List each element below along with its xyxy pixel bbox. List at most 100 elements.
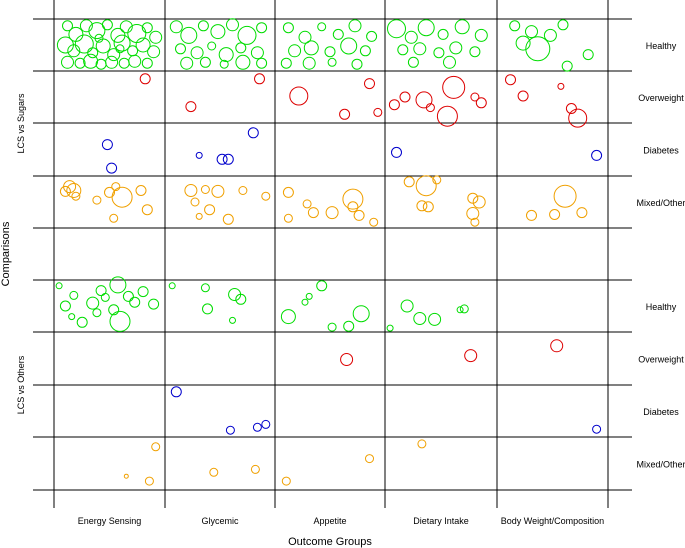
study-point-healthy bbox=[413, 42, 427, 56]
study-point-overweight bbox=[557, 82, 565, 90]
study-point-healthy bbox=[433, 47, 445, 59]
study-point-healthy bbox=[147, 45, 161, 59]
study-point-healthy bbox=[366, 30, 378, 42]
study-point-diabetes bbox=[195, 151, 203, 159]
study-point-healthy bbox=[317, 22, 327, 32]
study-point-mixed-other bbox=[209, 467, 219, 477]
study-point-healthy bbox=[280, 309, 296, 325]
study-point-mixed-other bbox=[59, 185, 71, 197]
study-point-healthy bbox=[199, 56, 211, 68]
study-point-healthy bbox=[387, 19, 406, 39]
study-point-healthy bbox=[128, 54, 142, 68]
study-point-healthy bbox=[76, 316, 88, 328]
study-point-healthy bbox=[55, 282, 63, 290]
study-point-diabetes bbox=[252, 422, 262, 432]
study-point-healthy bbox=[250, 46, 264, 60]
study-point-healthy bbox=[92, 308, 102, 318]
study-point-overweight bbox=[399, 91, 411, 103]
study-point-mixed-other bbox=[466, 207, 480, 220]
study-point-mixed-other bbox=[141, 204, 153, 216]
study-point-healthy bbox=[561, 60, 573, 72]
study-point-overweight bbox=[470, 92, 480, 102]
study-point-overweight bbox=[185, 101, 197, 113]
column-label: Appetite bbox=[313, 516, 346, 526]
study-point-healthy bbox=[327, 57, 337, 67]
study-point-mixed-other bbox=[472, 195, 486, 209]
study-point-overweight bbox=[373, 107, 383, 117]
column-label: Energy Sensing bbox=[78, 516, 142, 526]
study-point-healthy bbox=[180, 26, 198, 44]
study-point-healthy bbox=[62, 20, 73, 32]
study-point-mixed-other bbox=[200, 185, 210, 194]
study-point-mixed-other bbox=[144, 476, 154, 486]
study-point-healthy bbox=[324, 46, 336, 58]
study-point-healthy bbox=[200, 283, 210, 293]
study-point-healthy bbox=[149, 30, 163, 44]
study-point-mixed-other bbox=[422, 201, 434, 213]
study-point-healthy bbox=[235, 54, 251, 70]
study-point-healthy bbox=[169, 20, 183, 34]
study-point-mixed-other bbox=[250, 464, 260, 474]
study-point-healthy bbox=[515, 35, 531, 51]
study-point-healthy bbox=[107, 48, 121, 62]
study-point-healthy bbox=[113, 34, 131, 52]
study-point-healthy bbox=[428, 312, 442, 326]
study-point-overweight bbox=[568, 108, 588, 128]
study-point-healthy bbox=[175, 43, 186, 55]
study-point-mixed-other bbox=[92, 195, 102, 205]
study-point-diabetes bbox=[222, 153, 234, 165]
study-point-healthy bbox=[413, 312, 427, 325]
study-point-diabetes bbox=[391, 146, 402, 158]
study-point-mixed-other bbox=[416, 200, 428, 212]
study-point-mixed-other bbox=[111, 182, 121, 192]
study-point-healthy bbox=[119, 20, 133, 34]
study-point-healthy bbox=[141, 22, 153, 34]
study-point-overweight bbox=[415, 91, 433, 109]
study-point-diabetes bbox=[101, 139, 113, 151]
study-point-overweight bbox=[464, 349, 478, 363]
study-point-mixed-other bbox=[135, 185, 147, 196]
study-point-healthy bbox=[288, 44, 302, 58]
study-point-diabetes bbox=[170, 386, 182, 398]
study-point-healthy bbox=[108, 304, 120, 316]
row-label: Healthy bbox=[646, 41, 677, 51]
column-labels: Energy Sensing Glycemic Appetite Dietary In… bbox=[78, 516, 604, 526]
study-point-healthy bbox=[543, 28, 557, 42]
study-point-healthy bbox=[557, 19, 569, 31]
study-point-healthy bbox=[332, 28, 344, 40]
study-point-overweight bbox=[517, 90, 529, 102]
study-point-healthy bbox=[207, 41, 217, 51]
column-label: Body Weight/Composition bbox=[501, 516, 604, 526]
study-point-healthy bbox=[226, 18, 239, 32]
study-point-healthy bbox=[386, 324, 394, 332]
study-point-healthy bbox=[348, 19, 362, 33]
study-point-healthy bbox=[67, 44, 81, 58]
study-point-mixed-other bbox=[526, 209, 537, 221]
study-point-overweight bbox=[254, 73, 265, 85]
study-point-healthy bbox=[180, 56, 194, 70]
study-point-overweight bbox=[505, 74, 516, 86]
study-point-mixed-other bbox=[365, 454, 374, 464]
study-point-diabetes bbox=[106, 162, 118, 174]
study-point-healthy bbox=[61, 55, 74, 69]
study-point-healthy bbox=[105, 55, 119, 69]
study-point-healthy bbox=[135, 37, 151, 53]
study-point-healthy bbox=[141, 57, 153, 69]
study-point-mixed-other bbox=[432, 175, 442, 185]
comparison-group-labels: LCS vs Sugars LCS vs Others bbox=[16, 93, 26, 414]
study-point-healthy bbox=[88, 22, 106, 40]
study-point-overweight bbox=[388, 99, 400, 111]
study-point-mixed-other bbox=[238, 186, 248, 195]
study-point-diabetes bbox=[216, 153, 228, 165]
study-point-healthy bbox=[327, 322, 337, 332]
study-point-overweight bbox=[425, 103, 435, 113]
study-point-healthy bbox=[95, 38, 111, 54]
row-labels: Healthy Overweight Diabetes Mixed/Other Heal… bbox=[636, 41, 685, 470]
study-point-healthy bbox=[509, 20, 521, 32]
study-point-healthy bbox=[474, 28, 488, 42]
study-point-mixed-other bbox=[261, 191, 271, 201]
study-point-mixed-other bbox=[549, 209, 561, 220]
study-point-overweight bbox=[550, 339, 564, 353]
study-point-mixed-other bbox=[415, 175, 437, 197]
comparison-group-label: LCS vs Others bbox=[16, 355, 26, 414]
